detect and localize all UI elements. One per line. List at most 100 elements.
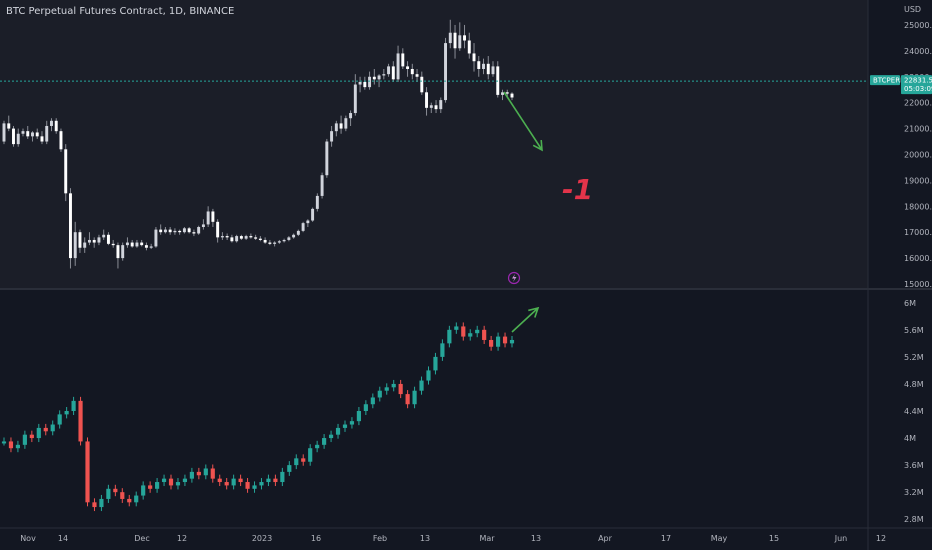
price-candle-body bbox=[168, 229, 172, 233]
price-candle-body bbox=[230, 237, 234, 242]
price-axis-tick: 19000.0 bbox=[904, 176, 932, 185]
down-arrow-annotation-head bbox=[532, 139, 543, 152]
price-candle-body bbox=[220, 236, 224, 238]
price-candle-body bbox=[192, 232, 196, 234]
annotation-text: -1 bbox=[562, 173, 593, 206]
price-candle-body bbox=[206, 211, 210, 225]
lower-candle-body bbox=[502, 336, 508, 344]
price-candle-body bbox=[268, 242, 272, 244]
price-candle-body bbox=[377, 75, 381, 80]
price-candle-body bbox=[68, 193, 72, 259]
price-candle-body bbox=[273, 242, 277, 244]
price-candle-body bbox=[211, 211, 215, 222]
lower-candle-body bbox=[8, 441, 14, 449]
price-candle-body bbox=[144, 245, 148, 248]
lower-candle-body bbox=[440, 343, 445, 357]
lower-candle-body bbox=[356, 411, 361, 422]
lower-axis-tick: 5.2M bbox=[904, 353, 924, 362]
price-candle-body bbox=[467, 40, 471, 54]
lower-candle-body bbox=[342, 424, 348, 428]
lower-candle-body bbox=[203, 468, 208, 476]
price-candle-body bbox=[406, 66, 410, 69]
price-candle-body bbox=[306, 220, 310, 224]
lower-candle-body bbox=[322, 438, 327, 445]
price-candle-body bbox=[491, 66, 495, 75]
lower-candle-body bbox=[468, 333, 473, 337]
price-candle-body bbox=[102, 234, 106, 238]
lower-candle-body bbox=[405, 394, 410, 405]
lower-candle-body bbox=[29, 434, 34, 439]
lower-candle-body bbox=[168, 478, 174, 486]
lower-candle-body bbox=[273, 478, 278, 483]
lower-candle-body bbox=[64, 411, 69, 415]
lower-axis-tick: 3.2M bbox=[904, 488, 924, 497]
price-candle-body bbox=[140, 242, 144, 246]
time-axis-label: 16 bbox=[311, 534, 321, 543]
price-candle-body bbox=[368, 76, 372, 88]
price-candle-body bbox=[87, 239, 91, 243]
price-candle-body bbox=[372, 76, 376, 80]
time-axis-label: 13 bbox=[420, 534, 430, 543]
symbol-badge-label: BTCPERP bbox=[873, 77, 904, 85]
price-candle-body bbox=[178, 230, 182, 233]
price-candle-body bbox=[444, 43, 448, 101]
lower-candle-body bbox=[509, 339, 515, 344]
price-candle-body bbox=[425, 92, 429, 108]
time-axis-label: 13 bbox=[531, 534, 541, 543]
lower-candle-body bbox=[384, 387, 389, 391]
lower-candle-body bbox=[148, 485, 153, 489]
price-candle-body bbox=[125, 242, 129, 246]
lower-candle-body bbox=[106, 488, 111, 499]
lower-candle-body bbox=[433, 356, 438, 371]
price-candle-body bbox=[59, 131, 63, 150]
price-candle-body bbox=[458, 35, 462, 49]
lower-candle-body bbox=[308, 448, 313, 462]
lower-candle-body bbox=[217, 478, 222, 483]
lower-candle-body bbox=[363, 404, 368, 411]
price-candle-body bbox=[330, 131, 334, 142]
lower-candle-body bbox=[398, 383, 403, 395]
price-candle-body bbox=[258, 238, 262, 240]
lower-candle-body bbox=[1, 441, 7, 444]
lower-candle-body bbox=[85, 441, 90, 503]
price-candle-body bbox=[21, 131, 25, 134]
price-candle-body bbox=[482, 63, 485, 69]
lower-axis-tick: 6M bbox=[904, 299, 916, 308]
time-axis-label: 2023 bbox=[252, 534, 272, 543]
lower-candle-body bbox=[335, 427, 341, 435]
price-candle-body bbox=[83, 242, 87, 248]
price-candle-body bbox=[477, 61, 481, 69]
lower-candle-body bbox=[426, 370, 431, 381]
lower-candle-body bbox=[224, 482, 229, 486]
time-axis-label: Apr bbox=[598, 534, 613, 543]
lower-candle-body bbox=[189, 471, 194, 479]
lower-candle-body bbox=[134, 495, 139, 503]
current-price-label: 22831.5 bbox=[904, 77, 932, 85]
price-candle-body bbox=[349, 113, 353, 119]
price-axis-tick: 15000.0 bbox=[904, 280, 932, 289]
price-candle-body bbox=[121, 245, 125, 259]
price-candle-body bbox=[301, 223, 305, 231]
price-candle-body bbox=[339, 123, 343, 129]
price-candle-body bbox=[410, 68, 414, 75]
up-arrow-annotation-shaft bbox=[511, 307, 539, 333]
price-candle-body bbox=[501, 92, 504, 95]
price-candle-body bbox=[344, 118, 348, 129]
price-candle-body bbox=[92, 239, 96, 243]
price-candle-body bbox=[292, 234, 296, 238]
price-axis-tick: 24000.0 bbox=[904, 47, 932, 56]
lower-candle-body bbox=[182, 478, 188, 483]
upper-panel-bg bbox=[0, 0, 868, 288]
price-axis-tick: 18000.0 bbox=[904, 202, 932, 211]
price-candle-body bbox=[73, 232, 77, 259]
lower-candle-body bbox=[349, 421, 355, 425]
price-candle-body bbox=[149, 246, 153, 248]
lower-candle-body bbox=[238, 478, 243, 483]
lower-candle-body bbox=[252, 485, 257, 489]
price-candle-body bbox=[287, 237, 291, 240]
price-axis-unit: USD bbox=[904, 5, 921, 14]
price-candle-body bbox=[415, 74, 419, 77]
time-axis-label: Mar bbox=[479, 534, 495, 543]
price-candle-body bbox=[187, 228, 191, 233]
